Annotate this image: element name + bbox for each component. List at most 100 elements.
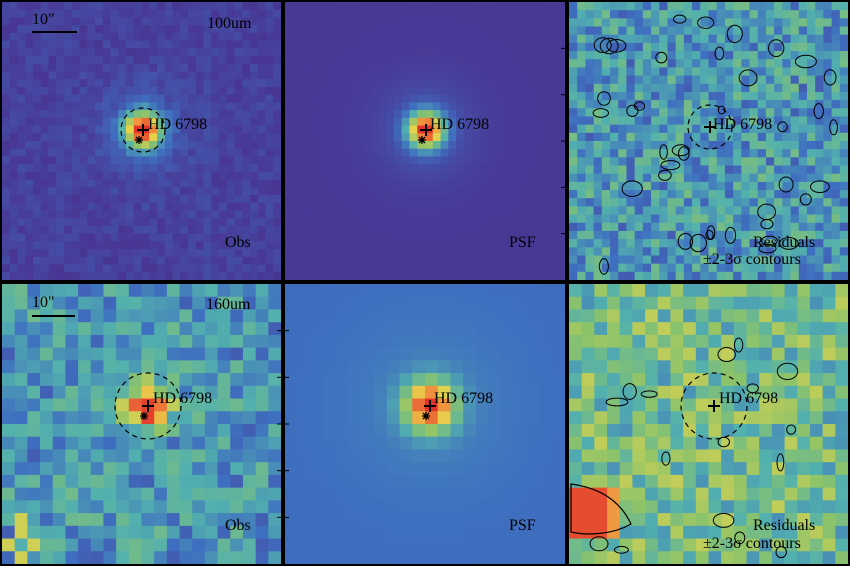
pixel (724, 141, 734, 150)
pixel (708, 2, 718, 11)
pixel (310, 436, 324, 451)
pixel (378, 79, 387, 88)
pixel (425, 309, 439, 323)
pixel (549, 94, 558, 103)
pixel (541, 187, 551, 196)
pixel (362, 164, 372, 173)
pixel (226, 2, 236, 11)
pixel (440, 110, 449, 119)
pixel (126, 63, 135, 73)
pixel (219, 256, 228, 266)
pixel (393, 25, 403, 34)
pixel (456, 171, 465, 181)
pixel (17, 63, 26, 73)
pixel (226, 187, 236, 196)
pixel (675, 34, 685, 44)
pixel (219, 125, 228, 134)
pixel (539, 398, 553, 412)
pixel (533, 56, 543, 65)
pixel (448, 71, 457, 80)
pixel (234, 225, 243, 235)
pixel (642, 67, 652, 77)
pixel (683, 271, 693, 280)
pixel (569, 59, 578, 69)
pixel (399, 449, 413, 463)
pixel (495, 187, 504, 196)
pixel (733, 42, 742, 52)
pixel (133, 71, 143, 80)
pixel (463, 148, 473, 158)
pixel (501, 385, 515, 400)
pixel (374, 538, 388, 552)
pixel (549, 249, 558, 258)
pixel (323, 79, 333, 88)
pixel (386, 436, 401, 451)
pixel (323, 474, 337, 489)
pixel (157, 156, 166, 165)
pixel (180, 233, 189, 242)
pixel (488, 487, 502, 501)
pixel (14, 424, 28, 438)
pixel (95, 32, 104, 42)
pixel (409, 125, 418, 134)
pixel (211, 171, 220, 181)
pixel (440, 164, 449, 173)
pixel (585, 26, 595, 36)
pixel (495, 249, 504, 258)
pixel (675, 190, 685, 199)
pixel (659, 206, 669, 216)
pixel (323, 40, 333, 49)
pixel (25, 202, 34, 212)
pixel (348, 322, 362, 336)
pixel (102, 2, 112, 11)
pixel (347, 63, 356, 73)
pixel (126, 171, 135, 181)
pixel (618, 59, 628, 69)
pixel (348, 449, 362, 463)
pixel (549, 171, 558, 181)
pixel (502, 125, 512, 134)
pixel (273, 218, 281, 227)
pixel (471, 241, 481, 250)
pixel (626, 149, 636, 158)
pixel (40, 256, 50, 266)
pixel (577, 206, 587, 216)
pixel (203, 256, 212, 266)
pixel (180, 56, 189, 65)
pixel (52, 436, 67, 451)
pixel (659, 26, 669, 36)
pixel (255, 385, 269, 400)
pixel (425, 133, 434, 142)
pixel (440, 148, 449, 158)
pixel (642, 10, 652, 19)
pixel (27, 513, 41, 527)
pixel (798, 263, 808, 273)
pixel (479, 94, 488, 103)
pixel (188, 148, 197, 158)
pixel (806, 83, 816, 93)
pixel (219, 241, 228, 250)
pixel (154, 538, 168, 552)
pixel (40, 474, 54, 489)
pixel (552, 296, 565, 311)
pixel (502, 164, 512, 173)
pixel (765, 51, 775, 60)
pixel (552, 462, 565, 476)
pixel (601, 26, 611, 36)
pixel (128, 513, 143, 527)
pixel (401, 79, 411, 88)
pixel (610, 67, 619, 77)
pixel (417, 272, 426, 280)
pixel (437, 347, 452, 361)
pixel (790, 42, 800, 52)
pixel (716, 83, 726, 93)
pixel (219, 210, 228, 219)
pixel (386, 141, 395, 150)
pixel (667, 141, 677, 150)
panel-100um-psf: HD 6798 PSF (283, 0, 567, 282)
pixel (285, 256, 294, 266)
pixel (323, 296, 337, 311)
pixel (626, 230, 636, 240)
pixel (809, 334, 824, 349)
pixel (831, 149, 841, 158)
